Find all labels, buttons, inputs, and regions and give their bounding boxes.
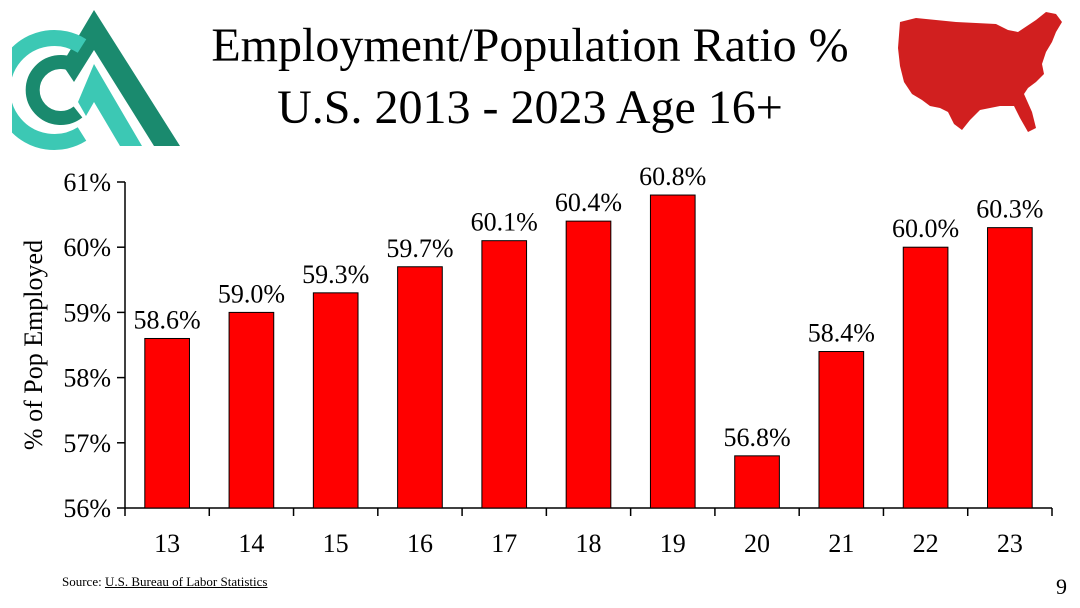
bar-20	[734, 455, 780, 509]
bar-15	[312, 292, 359, 509]
bar-17	[481, 240, 528, 509]
data-label-18: 60.4%	[555, 188, 622, 217]
data-label-13: 58.6%	[134, 305, 201, 334]
x-tick-label-13: 13	[154, 529, 180, 558]
data-label-21: 58.4%	[808, 319, 875, 348]
y-tick-label: 60%	[63, 233, 111, 262]
bar-19	[649, 194, 696, 509]
source-note: Source: U.S. Bureau of Labor Statistics	[62, 574, 267, 590]
x-tick-label-16: 16	[407, 529, 433, 558]
bar-18	[565, 220, 612, 509]
data-labels: 58.6% 59.0% 59.3% 59.7% 60.1% 60.4% 60.8% 56.8%…	[134, 162, 1044, 452]
source-label: Source:	[62, 574, 102, 589]
x-tick-label-22: 22	[913, 529, 939, 558]
bars	[144, 194, 1033, 509]
chart-title-line-1: Employment/Population Ratio %	[211, 19, 849, 72]
x-tick-label-14: 14	[238, 529, 264, 558]
y-ticks: 56% 57% 58% 59% 60% 61%	[63, 168, 125, 523]
bar-13	[144, 337, 190, 509]
logo-c-outer	[12, 30, 87, 150]
logo-mountain-outer	[62, 10, 180, 146]
data-label-15: 59.3%	[302, 260, 369, 289]
data-label-23: 60.3%	[976, 195, 1043, 224]
data-label-22: 60.0%	[892, 214, 959, 243]
x-tick-label-15: 15	[323, 529, 349, 558]
data-label-14: 59.0%	[218, 279, 285, 308]
x-tick-label-18: 18	[576, 529, 602, 558]
us-map-icon	[898, 12, 1062, 132]
data-label-17: 60.1%	[471, 208, 538, 237]
bar-16	[397, 266, 443, 509]
x-ticks: 13 14 15 16 17 18 19 20 21 22 23	[124, 508, 1053, 558]
y-tick-label: 58%	[63, 364, 111, 393]
x-tick-label-21: 21	[828, 529, 854, 558]
logo-c-inner	[25, 55, 83, 125]
bar-14	[228, 311, 275, 509]
logo-mountain-inner	[78, 64, 142, 146]
y-tick-label: 59%	[63, 298, 111, 327]
data-label-19: 60.8%	[639, 162, 706, 191]
data-label-20: 56.8%	[723, 423, 790, 452]
y-tick-label: 61%	[63, 168, 111, 197]
chart-title-line-2: U.S. 2013 - 2023 Age 16+	[277, 81, 783, 134]
x-tick-label-17: 17	[491, 529, 517, 558]
y-tick-label: 57%	[63, 429, 111, 458]
y-tick-label: 56%	[63, 494, 111, 523]
x-tick-label-20: 20	[744, 529, 770, 558]
y-axis-label: % of Pop Employed	[19, 240, 48, 450]
x-tick-label-19: 19	[660, 529, 686, 558]
source-link[interactable]: U.S. Bureau of Labor Statistics	[104, 574, 268, 589]
page-number: 9	[1056, 574, 1067, 599]
bar-23	[987, 227, 1033, 509]
bar-22	[902, 246, 949, 509]
bar-21	[818, 351, 865, 509]
company-logo	[12, 10, 180, 150]
data-label-16: 59.7%	[386, 234, 453, 263]
x-tick-label-23: 23	[997, 529, 1023, 558]
